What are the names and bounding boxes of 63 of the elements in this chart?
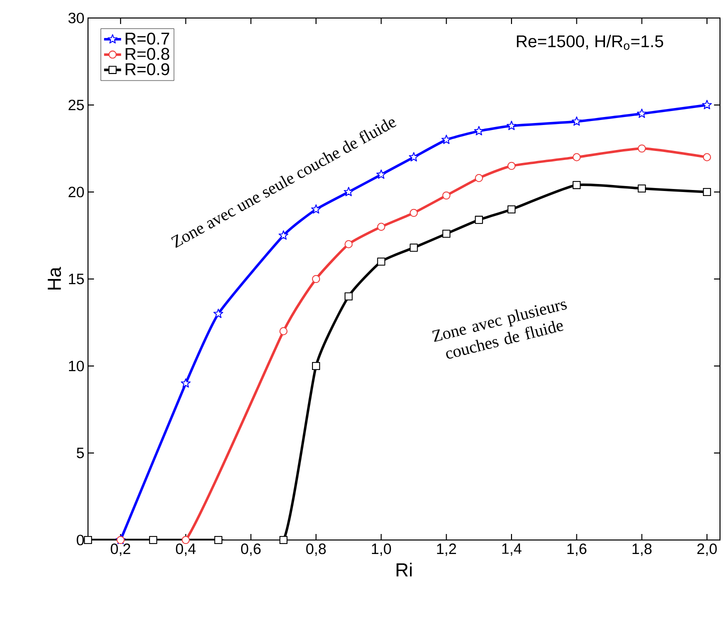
point [377, 222, 386, 231]
point [312, 362, 320, 370]
x-tick-label: 0,6 [241, 544, 261, 556]
y-tick-label: 15 [69, 274, 84, 284]
point [442, 230, 450, 238]
point [84, 536, 92, 544]
point [638, 184, 646, 193]
y-tick-label: 20 [68, 186, 84, 198]
point [474, 216, 483, 224]
x-tick-label: 1,6 [567, 544, 586, 556]
point [636, 108, 647, 118]
point [376, 169, 386, 179]
x-tick-label: 0,8 [306, 544, 326, 556]
x-tick-label: 2,0 [697, 544, 717, 556]
annotation: Zone avec plusieurs couches de fluide [432, 301, 567, 359]
x-tick-label: 0,4 [176, 544, 196, 556]
point [312, 274, 320, 284]
point [506, 120, 516, 130]
point [572, 116, 582, 126]
point [408, 152, 419, 162]
point [702, 153, 712, 162]
point [572, 181, 581, 190]
y-axis-title: Ha [48, 266, 62, 290]
point [344, 186, 354, 196]
annotation: Zone avec une seule couche de fluide [171, 119, 396, 248]
y-tick-label: 25 [68, 100, 84, 110]
legend-label: R=0.9 [126, 63, 170, 76]
x-tick-label: 1,8 [632, 544, 652, 556]
point [441, 134, 452, 144]
point [213, 308, 224, 318]
point [442, 191, 450, 200]
point [278, 230, 288, 240]
point [638, 144, 646, 153]
point [572, 153, 581, 162]
point [180, 378, 191, 388]
y-tick-label: 10 [69, 360, 84, 372]
y-tick-label: 30 [68, 12, 84, 24]
point [507, 162, 516, 170]
x-tick-label: 0,2 [110, 544, 130, 556]
point [507, 205, 516, 214]
point [410, 208, 418, 217]
point [377, 258, 386, 266]
point [149, 536, 158, 544]
annotation: Re=1500, H/R$_{o}$=1.5 [516, 34, 664, 50]
point [214, 536, 222, 544]
point [279, 536, 288, 544]
x-tick-label: 1,2 [437, 544, 456, 556]
y-tick-label: 5 [76, 448, 84, 458]
point [702, 100, 712, 110]
legend-label: R=0.7 [126, 32, 170, 45]
point [410, 244, 418, 252]
point [344, 292, 353, 300]
x-tick-label: 1,0 [372, 544, 391, 556]
legend-label: R=0.8 [126, 48, 170, 60]
point [311, 204, 321, 214]
x-axis-title: Ri [396, 562, 412, 576]
point [344, 240, 353, 248]
x-tick-label: 1,4 [502, 544, 522, 556]
point [474, 126, 484, 136]
point [279, 327, 288, 336]
y-tick-label: 0 [76, 534, 84, 546]
point [702, 188, 712, 196]
point [474, 174, 483, 182]
